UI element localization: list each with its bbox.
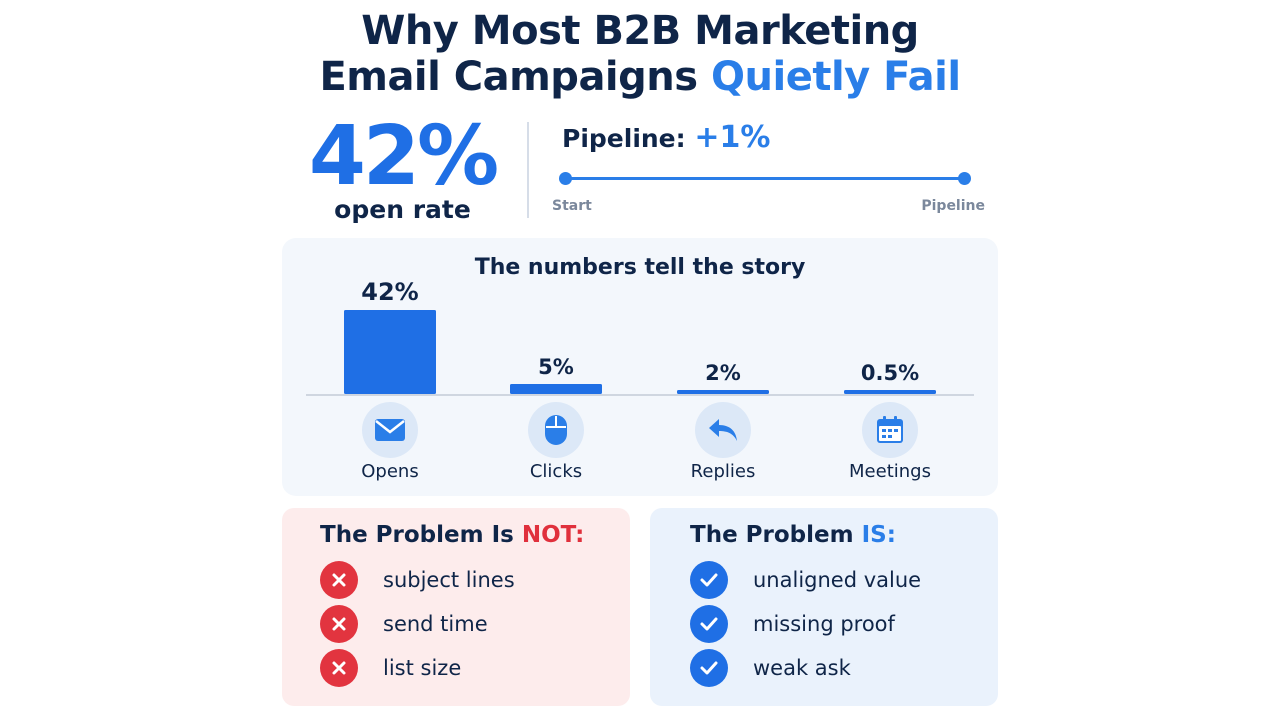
reply-arrow-icon (695, 402, 751, 458)
data-label-meetings: 0.5% (861, 361, 919, 385)
pipeline-start-label: Start (552, 198, 592, 214)
pipeline-heading: Pipeline: +1% (562, 120, 770, 155)
list-item-text: missing proof (753, 612, 895, 636)
funnel-chart-panel: The numbers tell the story 42% 5% 2% 0.5% O… (282, 238, 998, 496)
x-icon (320, 605, 358, 643)
bar-meetings (844, 390, 936, 394)
check-icon (690, 605, 728, 643)
pipeline-end-label: Pipeline (921, 198, 985, 214)
pipeline-value: +1% (694, 120, 771, 155)
chart-title: The numbers tell the story (474, 255, 806, 280)
check-icon (690, 561, 728, 599)
category-label-opens: Opens (361, 461, 419, 482)
list-item: unaligned value (690, 561, 921, 599)
problem-not-title-main: The Problem Is (320, 522, 514, 548)
calendar-icon (862, 402, 918, 458)
check-icon (690, 649, 728, 687)
list-item-text: weak ask (753, 656, 851, 680)
problem-is-card: The Problem IS: unaligned value missing … (650, 508, 998, 706)
problem-not-title: The Problem Is NOT: (320, 522, 584, 548)
envelope-icon (362, 402, 418, 458)
list-item-text: send time (383, 612, 488, 636)
title-line-2: Email Campaigns Quietly Fail (0, 54, 1280, 100)
pipeline-end-dot (958, 172, 971, 185)
category-label-clicks: Clicks (529, 461, 583, 482)
pipeline-start-dot (559, 172, 572, 185)
mouse-icon (528, 402, 584, 458)
title-line-2-accent: Quietly Fail (711, 54, 961, 100)
list-item: missing proof (690, 605, 895, 643)
category-label-meetings: Meetings (849, 461, 931, 482)
headline-stat-label: open rate (334, 195, 471, 224)
vertical-divider (527, 122, 529, 218)
headline-stat-value: 42% (308, 109, 499, 204)
list-item: subject lines (320, 561, 515, 599)
list-item-text: list size (383, 656, 462, 680)
x-icon (320, 561, 358, 599)
x-icon (320, 649, 358, 687)
category-label-replies: Replies (690, 461, 756, 482)
problem-is-title-main: The Problem (690, 522, 854, 548)
list-item: list size (320, 649, 461, 687)
pipeline-label: Pipeline: (562, 124, 686, 153)
bar-replies (677, 390, 769, 394)
bar-opens (344, 310, 436, 394)
data-label-replies: 2% (705, 361, 741, 385)
list-item-text: subject lines (383, 568, 515, 592)
list-item: send time (320, 605, 488, 643)
list-item-text: unaligned value (753, 568, 922, 592)
page-title: Why Most B2B Marketing Email Campaigns Q… (0, 8, 1280, 100)
bar-clicks (510, 384, 602, 394)
problem-is-title: The Problem IS: (690, 522, 896, 548)
headline-stat: 42% open rate (300, 112, 505, 224)
pipeline-track (565, 177, 965, 180)
data-label-opens: 42% (361, 278, 418, 306)
problem-not-title-accent: NOT: (521, 522, 585, 548)
funnel-bar-chart: 42% 5% 2% 0.5% (306, 278, 974, 396)
title-line-1: Why Most B2B Marketing (361, 8, 919, 54)
problem-is-title-accent: IS: (861, 522, 896, 548)
list-item: weak ask (690, 649, 851, 687)
title-line-2-main: Email Campaigns (319, 54, 698, 100)
data-label-clicks: 5% (538, 355, 574, 379)
problem-not-card: The Problem Is NOT: subject lines send t… (282, 508, 630, 706)
